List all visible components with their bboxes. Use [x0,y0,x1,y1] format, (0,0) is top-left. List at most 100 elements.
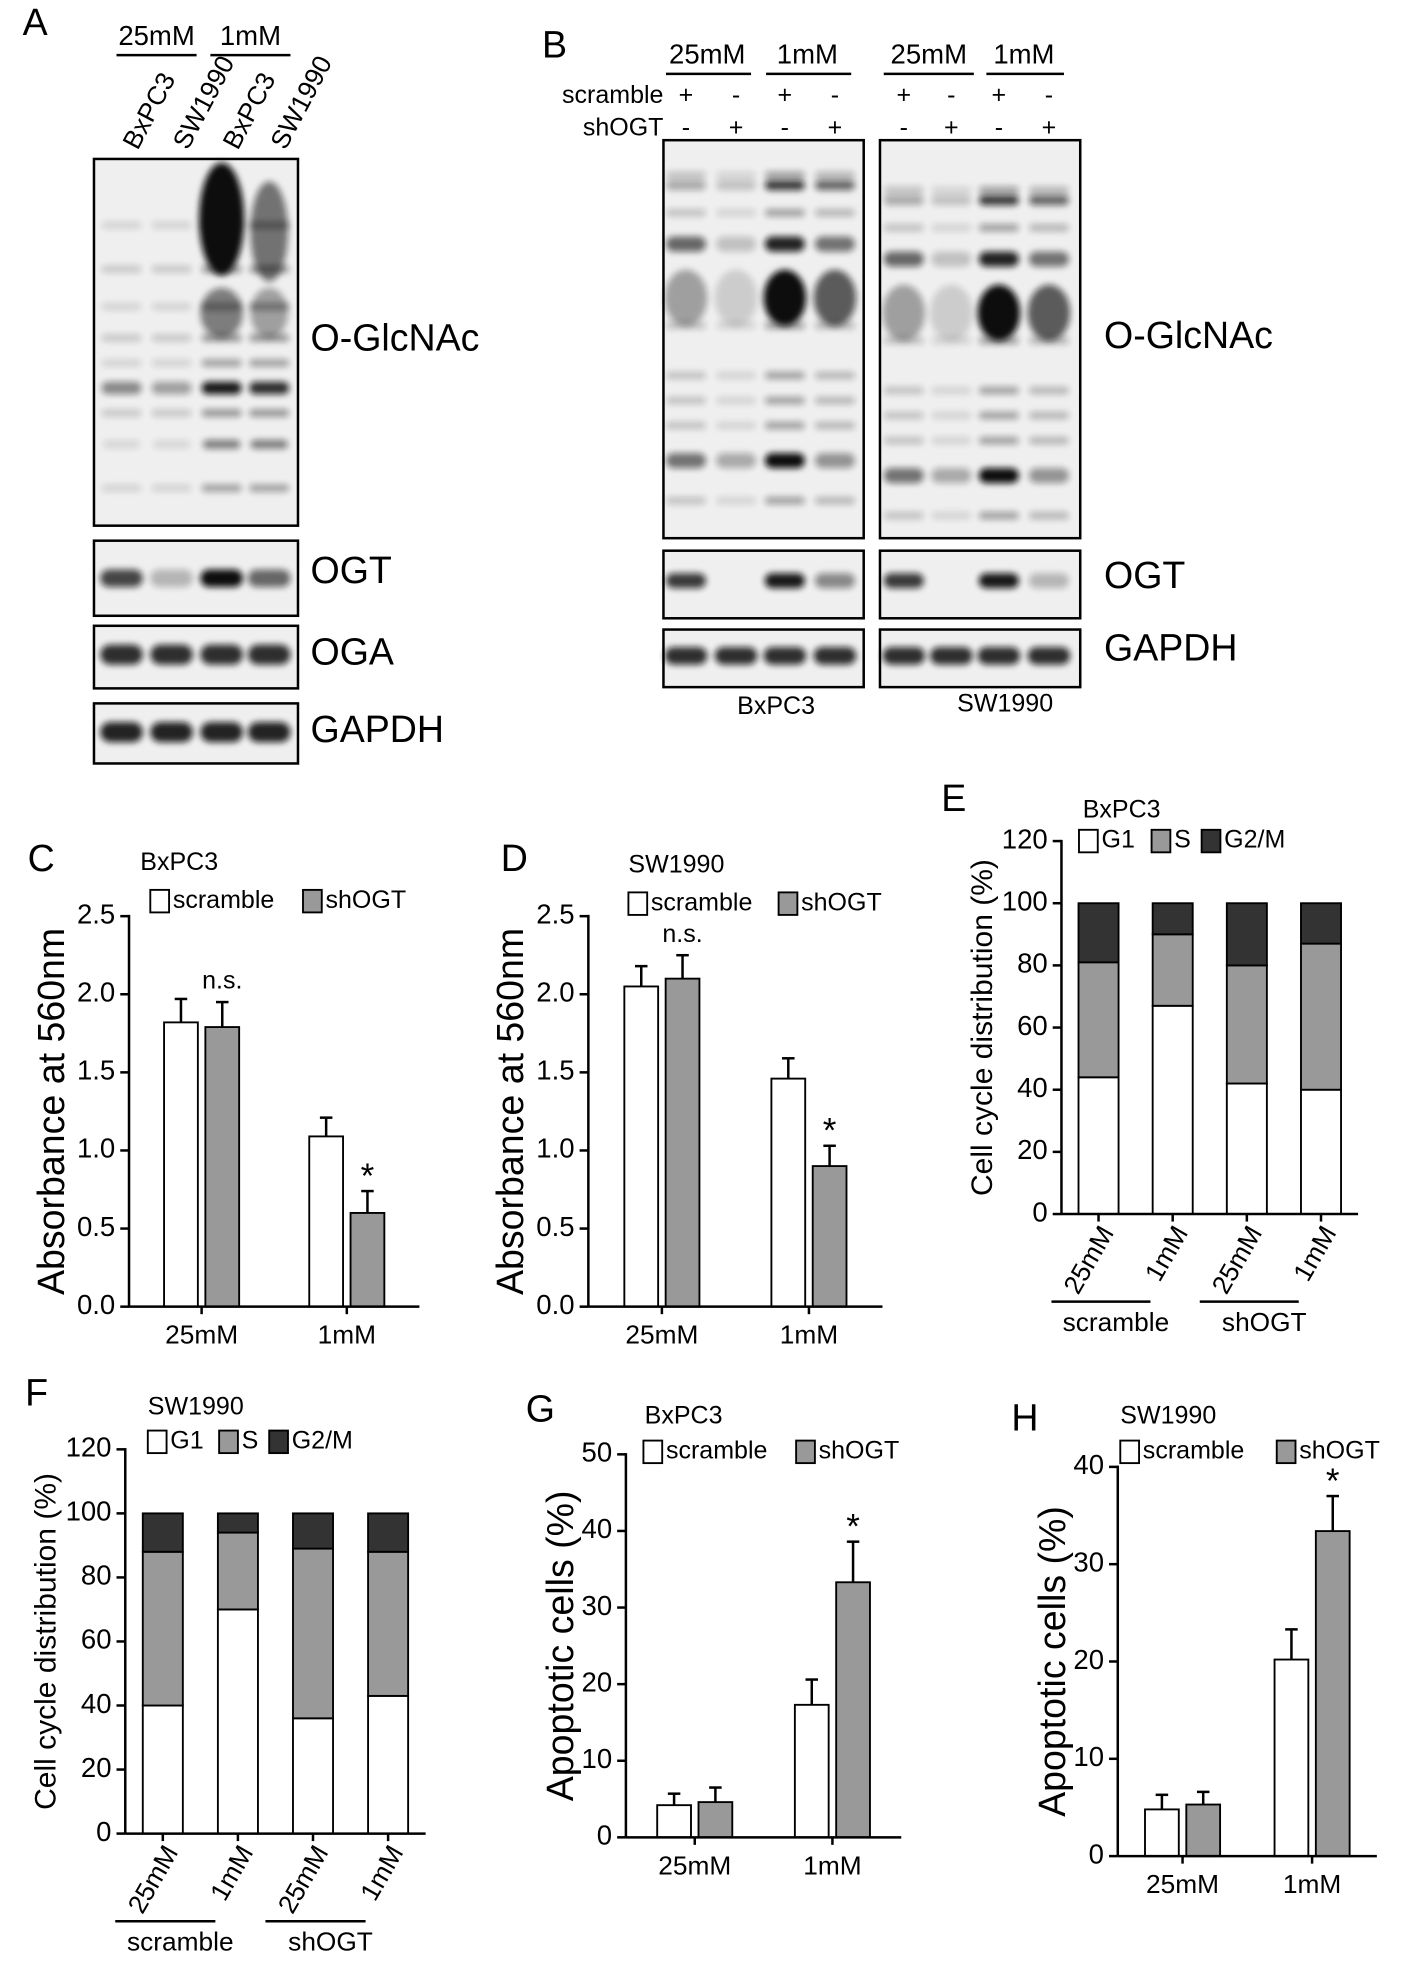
y-tick-label: 40 [1073,1449,1104,1480]
legend-swatch [642,1439,664,1465]
chart-subtitle: SW1990 [628,851,724,879]
x-tick-label: 1mM [204,1840,259,1906]
group-label: scramble [1063,1307,1170,1337]
x-tick-label: 1mM [1283,1869,1341,1899]
legend-label: scramble [666,1436,767,1464]
blot-band [883,511,924,520]
x-tick-label: 25mM [272,1840,334,1918]
x-tick-label: 1mM [318,1320,376,1350]
blot-band [102,439,141,449]
y-axis-label: Absorbance at 560nm [489,928,531,1295]
blot-band [1028,511,1069,520]
blot-band [977,284,1021,342]
y-tick-label: 30 [582,1590,613,1621]
y-tick-label: 1.5 [536,1055,574,1086]
y-axis-label: Cell cycle distribution (%) [966,859,999,1196]
blot-band [101,221,142,230]
blot-band [764,180,805,191]
blot-band [1028,251,1069,267]
bar-segment [216,1531,259,1611]
blot-band [1028,436,1069,445]
bar-segment [216,1608,259,1835]
bar [1273,1658,1310,1858]
blot-band [764,453,805,469]
blot-band [883,386,924,395]
bar [349,1212,386,1308]
blot-band [665,573,707,589]
blot-band [247,644,291,665]
x-tick-label: 1mM [803,1850,861,1880]
blot-band [201,484,242,492]
y-tick-label: 20 [1017,1134,1048,1165]
bar-segment [292,1717,334,1835]
legend-label: shOGT [819,1436,900,1464]
concentration-label: 1mM [993,39,1054,70]
x-tick-label: 1mM [1287,1221,1342,1287]
blot-band [665,371,707,380]
protein-label: O-GlcNAc [311,316,480,358]
bar [656,1804,692,1839]
y-tick-label: 0.0 [536,1289,574,1320]
blot-band [883,224,924,232]
blot-band [101,302,142,311]
blot-band [101,381,142,395]
group-label: shOGT [288,1927,373,1957]
blot-band [978,224,1019,232]
x-tick-label: 25mM [1146,1869,1219,1899]
blot-band [978,251,1019,267]
blot-band [764,236,805,252]
bar [204,1026,241,1308]
blot-band [813,269,857,327]
blot-band [978,511,1019,520]
y-tick-label: 40 [1017,1072,1048,1103]
bar-segment [1300,942,1342,1091]
bar-segment [292,1512,334,1550]
bar [1314,1530,1351,1858]
bar [623,985,660,1308]
treatment-sign: - [900,114,908,142]
blot-band [978,573,1019,589]
treatment-sign: - [995,114,1003,142]
bar-segment [141,1512,184,1553]
blot-band [151,334,192,342]
blot-band [1028,386,1069,395]
blot-band [200,644,243,665]
blot-band [201,409,242,417]
blot-band [665,236,707,252]
y-tick-label: 2.0 [536,977,574,1008]
blot-band [200,569,243,587]
blot-band [249,409,290,417]
legend-swatch [627,891,649,916]
blot-band [714,269,758,327]
blot-band [882,647,926,665]
blot-band [716,496,757,505]
treatment-sign: + [778,81,793,109]
bar [835,1581,871,1839]
blot-band [883,195,924,206]
legend-label: scramble [1143,1436,1244,1464]
y-tick-label: 100 [1002,885,1048,916]
x-tick-label: 1mM [354,1840,409,1906]
legend-swatch [1150,828,1172,854]
bar [811,1165,848,1308]
blot-band [716,180,757,191]
blot-band [665,171,707,179]
blot-band [1028,195,1069,206]
blot-band [931,468,972,484]
bar-segment [141,1550,184,1707]
bar-segment [1300,1088,1342,1215]
blot-band [931,195,972,206]
y-tick-label: 60 [81,1624,112,1655]
blot-membrane [662,138,865,540]
blot-band [101,265,142,273]
blot-band [814,496,855,505]
blot-band [764,496,805,505]
bar-segment [1151,933,1194,1007]
y-tick-label: 80 [1017,948,1048,979]
treatment-sign: + [729,114,744,142]
x-tick-label: 25mM [1206,1221,1268,1299]
protein-label: GAPDH [1104,627,1237,669]
blot-band [978,186,1019,194]
blot-band [199,162,245,276]
blot-band [716,236,757,252]
